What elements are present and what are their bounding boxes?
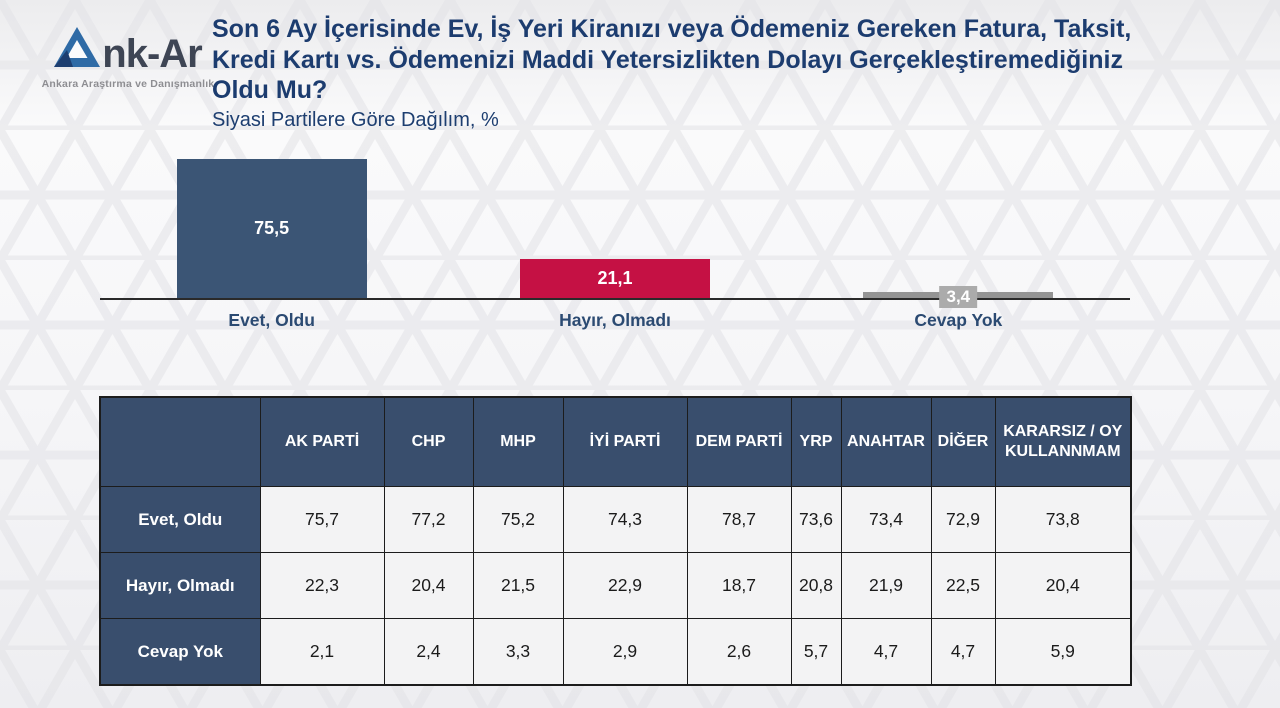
logo-wordmark: nk-Ar — [102, 32, 202, 76]
table-cell: 3,3 — [472, 618, 564, 686]
column-header-cell: KARARSIZ / OY KULLANNMAM — [994, 396, 1132, 487]
bar-value-label: 21,1 — [597, 268, 633, 288]
column-header-cell: CHP — [383, 396, 474, 487]
table-cell: 4,7 — [930, 618, 996, 686]
table-cell: 2,6 — [686, 618, 792, 686]
category-label-2: Cevap Yok — [914, 310, 1003, 330]
table-cell: 5,7 — [790, 618, 842, 686]
corner-header-cell — [99, 396, 261, 487]
table-cell: 20,4 — [994, 552, 1132, 619]
table-cell: 2,9 — [562, 618, 688, 686]
row-label-cell: Evet, Oldu — [99, 486, 261, 553]
table-cell: 22,5 — [930, 552, 996, 619]
bar-value-badge: 3,4 — [939, 286, 978, 308]
table-cell: 75,2 — [472, 486, 564, 553]
table-cell: 73,6 — [790, 486, 842, 553]
table-cell: 75,7 — [259, 486, 385, 553]
table-cell: 2,4 — [383, 618, 474, 686]
ankar-logo: nk-Ar Ankara Araştırma ve Danışmanlık — [28, 26, 228, 90]
table-cell: 2,1 — [259, 618, 385, 686]
column-header-cell: İYİ PARTİ — [562, 396, 688, 487]
column-header-cell: ANAHTAR — [840, 396, 932, 487]
table-cell: 73,8 — [994, 486, 1132, 553]
table-cell: 22,3 — [259, 552, 385, 619]
table-cell: 72,9 — [930, 486, 996, 553]
table-cell: 18,7 — [686, 552, 792, 619]
table-cell: 5,9 — [994, 618, 1132, 686]
table-row: Cevap Yok 2,1 2,4 3,3 2,9 2,6 5,7 4,7 4,7 5,9 — [99, 618, 1132, 686]
bar-0: 75,5 — [176, 159, 367, 298]
table-cell: 74,3 — [562, 486, 688, 553]
table-cell: 21,9 — [840, 552, 932, 619]
table-cell: 73,4 — [840, 486, 932, 553]
bar-chart: 75,5 Evet, Oldu 21,1 Hayır, Olmadı 3,4 Cevap … — [100, 150, 1130, 330]
logo-tagline: Ankara Araştırma ve Danışmanlık — [41, 78, 215, 90]
column-header-cell: DEM PARTİ — [686, 396, 792, 487]
table-cell: 20,8 — [790, 552, 842, 619]
column-header-cell: YRP — [790, 396, 842, 487]
bar-slot-1: 21,1 Hayır, Olmadı — [443, 150, 786, 330]
bar-1: 21,1 — [519, 259, 710, 298]
logo-mark-icon — [54, 26, 101, 73]
bar-slot-0: 75,5 Evet, Oldu — [100, 150, 443, 330]
row-label-cell: Hayır, Olmadı — [99, 552, 261, 619]
column-header-cell: DİĞER — [930, 396, 996, 487]
table-cell: 20,4 — [383, 552, 474, 619]
column-header-cell: AK PARTİ — [259, 396, 385, 487]
bar-value-label: 75,5 — [254, 218, 290, 238]
table-cell: 4,7 — [840, 618, 932, 686]
title-block: Son 6 Ay İçerisinde Ev, İş Yeri Kiranızı… — [212, 14, 1157, 132]
column-header-cell: MHP — [472, 396, 564, 487]
table-row: Evet, Oldu 75,7 77,2 75,2 74,3 78,7 73,6 73,4 72… — [99, 486, 1132, 553]
table-cell: 77,2 — [383, 486, 474, 553]
table-cell: 22,9 — [562, 552, 688, 619]
table-cell: 78,7 — [686, 486, 792, 553]
chart-subtitle: Siyasi Partilere Göre Dağılım, % — [212, 108, 499, 131]
bar-slot-2: 3,4 Cevap Yok — [787, 150, 1130, 330]
table-row: Hayır, Olmadı 22,3 20,4 21,5 22,9 18,7 20,8 21,… — [99, 552, 1132, 619]
table-cell: 21,5 — [472, 552, 564, 619]
survey-question-title: Son 6 Ay İçerisinde Ev, İş Yeri Kiranızı… — [212, 15, 1132, 104]
results-table: AK PARTİ CHP MHP İYİ PARTİ DEM PARTİ YRP ANAHT… — [99, 396, 1132, 686]
category-label-0: Evet, Oldu — [228, 310, 315, 330]
row-label-cell: Cevap Yok — [99, 618, 261, 686]
category-label-1: Hayır, Olmadı — [559, 310, 671, 330]
